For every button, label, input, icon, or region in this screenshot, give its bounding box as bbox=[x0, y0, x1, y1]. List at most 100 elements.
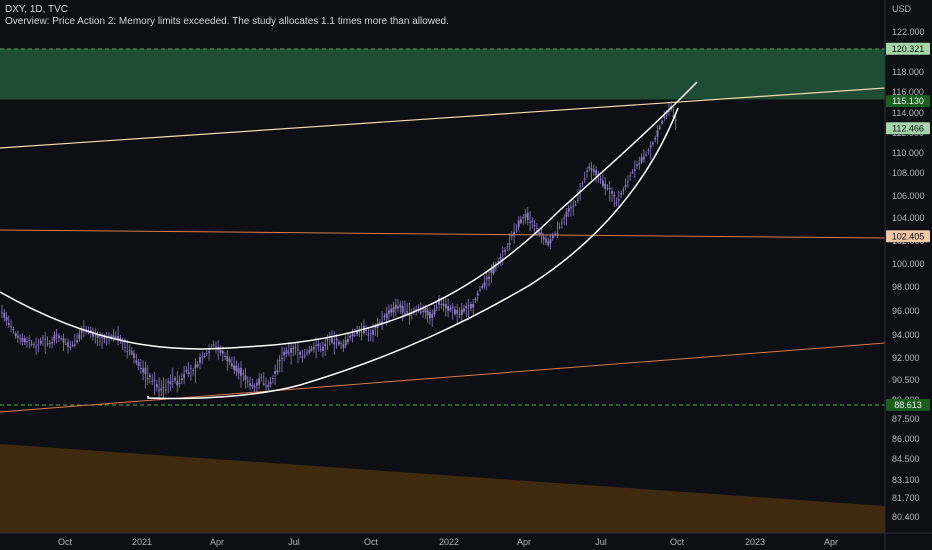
candle-body bbox=[278, 359, 281, 362]
candle-body bbox=[385, 313, 388, 318]
candle-body bbox=[488, 276, 490, 279]
candle-body bbox=[392, 307, 395, 313]
candle-body bbox=[139, 368, 142, 369]
candle-body bbox=[597, 173, 600, 175]
y-tick-label: 108.000 bbox=[892, 168, 925, 178]
x-tick-label: 2022 bbox=[439, 537, 459, 547]
candle-body bbox=[606, 188, 609, 190]
inner-bowl-curve bbox=[147, 107, 679, 400]
upper-trend-line bbox=[0, 87, 886, 149]
candle-body bbox=[151, 381, 154, 382]
candle-body bbox=[506, 246, 509, 248]
candle-body bbox=[203, 356, 206, 357]
candle-body bbox=[12, 329, 15, 330]
candle-body bbox=[146, 378, 149, 380]
resistance-zone bbox=[0, 49, 885, 100]
candle-body bbox=[433, 309, 436, 315]
x-tick-label: 2023 bbox=[745, 537, 765, 547]
candle-body bbox=[71, 344, 74, 346]
candle-body bbox=[415, 309, 418, 311]
candle-body bbox=[563, 217, 566, 219]
candle-body bbox=[631, 172, 634, 174]
candle-body bbox=[130, 351, 133, 355]
candle-body bbox=[201, 356, 204, 358]
y-tick-label: 114.000 bbox=[892, 108, 924, 118]
candle-body bbox=[101, 336, 103, 338]
candle-body bbox=[495, 267, 497, 269]
candle-body bbox=[44, 339, 47, 340]
candle-body bbox=[451, 307, 454, 309]
candle-body bbox=[53, 334, 56, 341]
y-tick-label: 122.000 bbox=[892, 27, 925, 37]
candle-body bbox=[78, 334, 81, 339]
candle-body bbox=[654, 137, 657, 140]
candle-body bbox=[110, 335, 113, 338]
candle-body bbox=[128, 350, 131, 352]
candle-body bbox=[424, 308, 427, 313]
candle-body bbox=[556, 233, 559, 235]
candle-body bbox=[374, 326, 377, 328]
candle-body bbox=[23, 338, 26, 343]
candle-body bbox=[397, 306, 399, 309]
candle-body bbox=[533, 225, 536, 227]
candle-body bbox=[187, 372, 190, 375]
price-badge-value: 88.613 bbox=[894, 400, 922, 410]
candle-body bbox=[422, 310, 424, 312]
currency-label: USD bbox=[892, 4, 912, 14]
y-tick-label: 83.100 bbox=[892, 475, 920, 485]
candle-body bbox=[258, 378, 261, 385]
price-badge: 88.613 bbox=[886, 398, 930, 411]
candle-body bbox=[267, 384, 270, 388]
candle-body bbox=[3, 312, 6, 318]
candle-body bbox=[17, 335, 19, 338]
candle-body bbox=[431, 313, 434, 319]
x-axis-ticks[interactable]: Oct 2021 Apr Jul Oct 2022 Apr Jul Oct 2023 Apr bbox=[58, 537, 838, 547]
candle-body bbox=[608, 188, 611, 190]
candle-body bbox=[574, 204, 577, 206]
candle-body bbox=[1, 312, 3, 314]
candle-body bbox=[492, 266, 495, 274]
y-tick-label: 98.000 bbox=[892, 282, 920, 292]
y-tick-label: 100.000 bbox=[892, 259, 925, 269]
candle-body bbox=[235, 365, 238, 372]
y-tick-label: 96.000 bbox=[892, 306, 920, 316]
candle-body bbox=[602, 180, 604, 186]
price-badge-value: 115.130 bbox=[892, 96, 924, 106]
candle-body bbox=[360, 331, 363, 333]
candle-body bbox=[76, 340, 78, 343]
candle-body bbox=[663, 117, 666, 119]
candle-body bbox=[333, 342, 336, 345]
candle-body bbox=[112, 335, 115, 339]
candle-body bbox=[483, 282, 486, 287]
candle-body bbox=[520, 219, 522, 223]
candle-body bbox=[617, 199, 620, 201]
candle-body bbox=[190, 368, 192, 370]
candle-body bbox=[272, 378, 274, 379]
candle-body bbox=[155, 384, 158, 388]
y-tick-label: 94.000 bbox=[892, 330, 920, 340]
candle-body bbox=[338, 342, 340, 345]
price-badge-value: 112.466 bbox=[892, 123, 924, 133]
candle-body bbox=[292, 348, 295, 350]
candle-body bbox=[192, 370, 195, 371]
price-badge-value: 120.321 bbox=[892, 44, 925, 54]
y-tick-label: 110.000 bbox=[892, 148, 924, 158]
candle-body bbox=[119, 337, 122, 340]
candle-body bbox=[513, 232, 515, 236]
candle-body bbox=[381, 321, 383, 323]
candle-body bbox=[124, 347, 126, 348]
candle-body bbox=[540, 232, 543, 235]
candle-body bbox=[636, 164, 638, 166]
candle-body bbox=[251, 384, 254, 387]
candle-body bbox=[96, 335, 99, 338]
candle-body bbox=[444, 304, 447, 308]
candle-body bbox=[160, 388, 163, 391]
candle-body bbox=[547, 241, 550, 246]
candle-body bbox=[588, 166, 591, 169]
x-tick-label: Jul bbox=[595, 537, 607, 547]
candle-body bbox=[162, 386, 165, 388]
candle-body bbox=[5, 317, 8, 321]
candle-body bbox=[242, 373, 245, 375]
candle-body bbox=[508, 242, 511, 246]
